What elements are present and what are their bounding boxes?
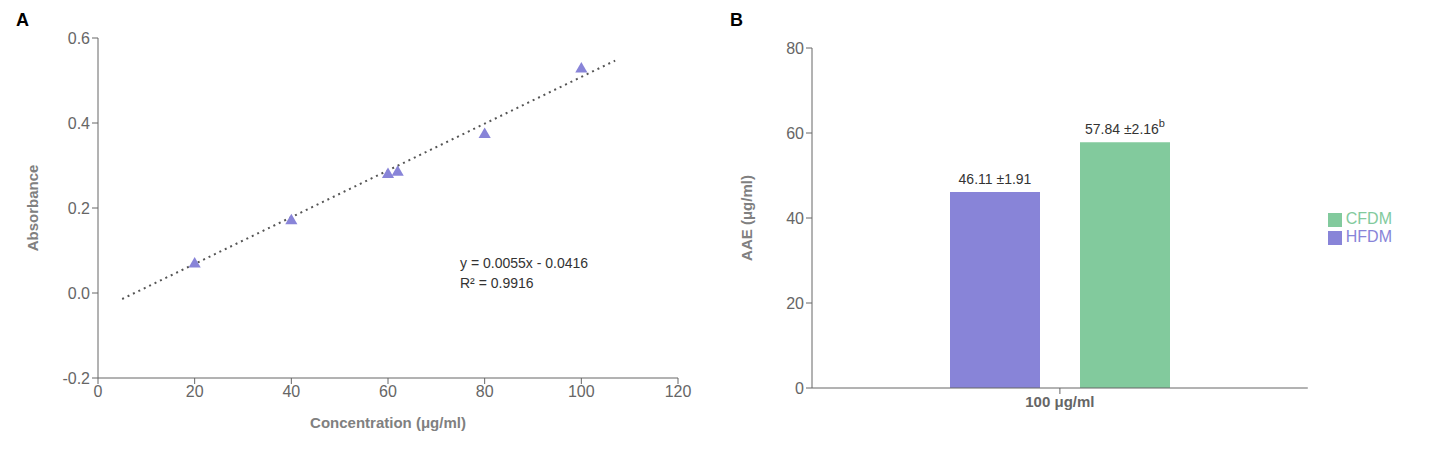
svg-text:Absorbance: Absorbance: [24, 165, 41, 252]
svg-text:-0.2: -0.2: [62, 370, 90, 387]
html-text:y = 0.0055x - 0.0416: y = 0.0055x - 0.0416: [460, 255, 588, 271]
svg-text:0.6: 0.6: [68, 30, 90, 47]
svg-text:0: 0: [795, 380, 804, 397]
svg-text:40: 40: [282, 383, 300, 400]
svg-text:80: 80: [786, 40, 804, 57]
svg-text:0.2: 0.2: [68, 200, 90, 217]
html-text:A: A: [16, 10, 29, 30]
svg-text:Concentration (μg/ml): Concentration (μg/ml): [310, 414, 466, 431]
svg-text:0.4: 0.4: [68, 115, 90, 132]
html-text:HFDM: HFDM: [1345, 228, 1392, 245]
svg-text:57.84 ±2.16b: 57.84 ±2.16b: [1085, 117, 1165, 137]
svg-text:80: 80: [476, 383, 494, 400]
html-text:B: B: [730, 10, 743, 30]
svg-text:40: 40: [786, 210, 804, 227]
html-text:CFDM: CFDM: [1345, 210, 1392, 227]
svg-text:AAE (μg/ml): AAE (μg/ml): [738, 175, 755, 261]
svg-text:120: 120: [665, 383, 692, 400]
svg-text:46.11 ±1.91: 46.11 ±1.91: [959, 171, 1032, 187]
svg-text:0.0: 0.0: [68, 285, 90, 302]
svg-text:60: 60: [786, 125, 804, 142]
svg-text:20: 20: [186, 383, 204, 400]
html-text:R² = 0.9916: R² = 0.9916: [460, 275, 534, 291]
svg-text:60: 60: [379, 383, 397, 400]
svg-text:20: 20: [786, 295, 804, 312]
svg-text:0: 0: [94, 383, 103, 400]
svg-text:100 μg/ml: 100 μg/ml: [1025, 393, 1094, 410]
svg-text:100: 100: [568, 383, 595, 400]
